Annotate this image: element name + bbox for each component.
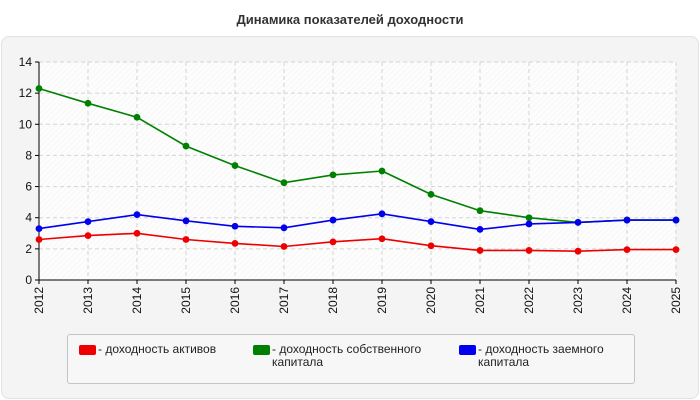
data-point-equity: [35, 85, 43, 92]
data-point-equity: [476, 207, 484, 215]
data-point-assets: [623, 246, 631, 254]
plot-area: [39, 62, 676, 280]
data-point-borrowed: [133, 211, 141, 219]
data-point-borrowed: [182, 217, 190, 225]
legend-swatch-borrowed: [459, 345, 476, 355]
data-point-assets: [133, 229, 141, 237]
data-point-assets: [35, 236, 43, 243]
x-tick-label: 2017: [277, 287, 291, 314]
x-tick-label: 2012: [32, 287, 46, 314]
data-point-assets: [231, 240, 239, 247]
x-tick-label: 2024: [620, 287, 634, 314]
legend: - доходность активов - доходность собств…: [67, 334, 635, 384]
data-point-assets: [476, 247, 484, 254]
legend-label-equity: - доходность собственного капитала: [272, 342, 422, 369]
data-point-equity: [427, 190, 435, 198]
y-tick-label: 2: [25, 242, 32, 256]
data-point-equity: [231, 162, 239, 169]
data-point-equity: [133, 113, 141, 121]
axes: [35, 61, 677, 284]
data-point-assets: [427, 242, 435, 250]
data-point-borrowed: [231, 222, 239, 230]
series-line-borrowed: [38, 212, 676, 231]
x-tick-label: 2015: [179, 287, 193, 314]
legend-swatch-equity: [253, 345, 270, 355]
data-point-borrowed: [476, 225, 484, 233]
y-tick-label: 10: [19, 117, 33, 131]
data-point-equity: [525, 214, 533, 222]
x-tick-label: 2020: [424, 287, 438, 314]
data-point-borrowed: [574, 218, 582, 226]
y-tick-label: 4: [25, 211, 32, 225]
data-point-borrowed: [672, 216, 680, 224]
series-layer: [35, 85, 680, 255]
x-tick-label: 2022: [522, 287, 536, 314]
data-point-borrowed: [427, 218, 435, 226]
series-line-equity: [38, 87, 676, 224]
data-point-equity: [378, 167, 386, 175]
x-tick-label: 2014: [130, 287, 144, 314]
data-point-equity: [329, 171, 337, 179]
data-point-assets: [280, 243, 288, 250]
chart-title: Динамика показателей доходности: [236, 12, 464, 27]
data-point-borrowed: [525, 220, 533, 228]
data-point-equity: [182, 142, 190, 150]
x-tick-label: 2016: [228, 287, 242, 314]
y-tick-label: 0: [25, 273, 32, 287]
data-point-assets: [672, 246, 680, 254]
series-line-assets: [38, 232, 676, 253]
data-point-borrowed: [280, 224, 288, 232]
data-point-assets: [84, 232, 92, 240]
data-point-equity: [84, 99, 92, 107]
data-point-equity: [280, 179, 288, 187]
legend-label-assets: - доходность активов: [98, 342, 217, 356]
data-point-assets: [525, 247, 533, 254]
x-tick-label: 2021: [473, 287, 487, 314]
data-point-borrowed: [378, 210, 386, 218]
y-tick-label: 6: [25, 180, 32, 194]
x-tick-label: 2019: [375, 287, 389, 314]
data-point-borrowed: [329, 216, 337, 224]
tick-labels: 0 2 4 6 8 10 12 14 2012 2013 2014 2015 2016 2017 2018 2…: [19, 55, 683, 314]
x-tick-label: 2018: [326, 287, 340, 314]
y-tick-label: 14: [19, 55, 33, 69]
data-point-borrowed: [84, 218, 92, 226]
data-point-assets: [378, 235, 386, 243]
data-point-borrowed: [35, 225, 43, 233]
data-point-assets: [329, 238, 337, 246]
y-tick-label: 12: [19, 86, 33, 100]
data-point-borrowed: [623, 216, 631, 224]
x-tick-label: 2013: [81, 287, 95, 314]
y-tick-label: 8: [25, 148, 32, 162]
legend-label-borrowed: - доходность заемного капитала: [478, 342, 604, 369]
legend-swatch-assets: [79, 345, 96, 355]
data-point-assets: [574, 247, 582, 255]
data-point-assets: [182, 236, 190, 243]
x-tick-label: 2025: [669, 287, 683, 314]
x-tick-label: 2023: [571, 287, 585, 314]
